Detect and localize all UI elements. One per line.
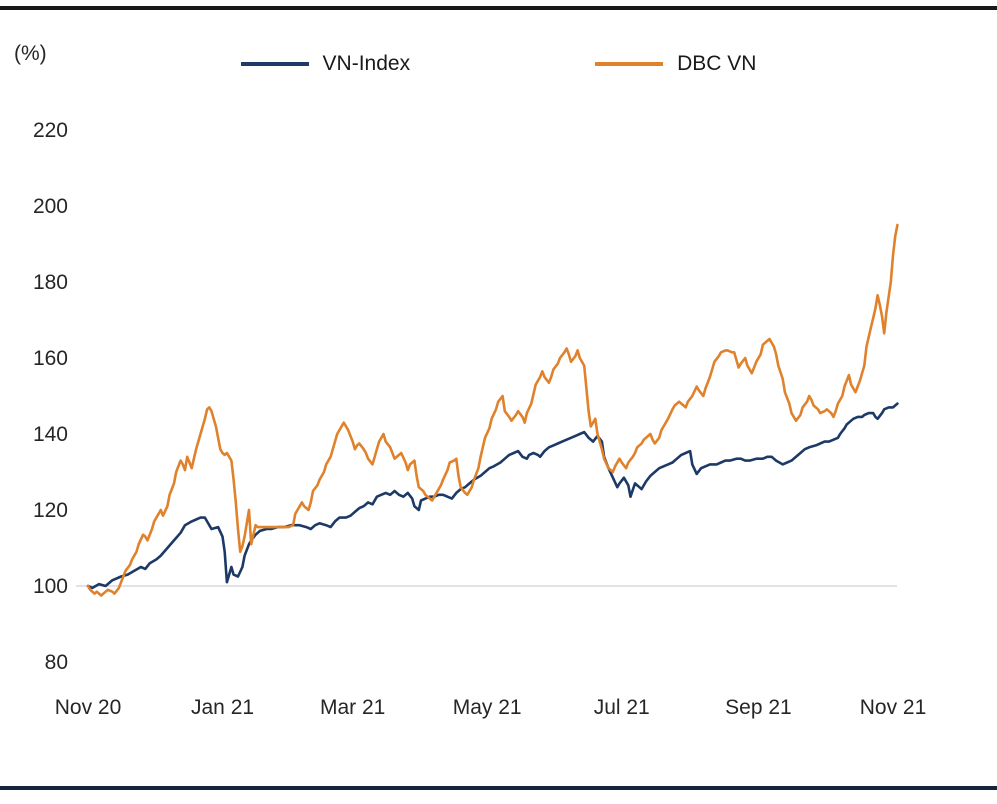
- x-tick-label: May 21: [453, 696, 522, 719]
- y-tick-label: 120: [33, 499, 68, 522]
- y-axis-unit-label: (%): [14, 42, 47, 65]
- legend-label-vn-index: VN-Index: [322, 52, 411, 75]
- x-tick-label: Jan 21: [191, 696, 254, 719]
- x-tick-label: Nov 21: [860, 696, 927, 719]
- x-axis-tick-labels: Nov 20 Jan 21 Mar 21 May 21 Jul 21 Sep 21 Nov …: [55, 696, 927, 719]
- figure-top-border: [0, 6, 997, 10]
- figure-bottom-border: [0, 786, 997, 790]
- dbc-vn-line-swatch: [595, 62, 664, 66]
- y-tick-label: 80: [45, 651, 68, 674]
- series-line-vn-index: [86, 402, 899, 590]
- y-tick-label: 200: [33, 195, 68, 218]
- y-tick-label: 180: [33, 271, 68, 294]
- y-tick-label: 140: [33, 423, 68, 446]
- legend-label-dbc-vn: DBC VN: [677, 52, 757, 75]
- y-axis-tick-labels: 80 100 120 140 160 180 200 220: [33, 119, 68, 674]
- x-tick-label: Nov 20: [55, 696, 122, 719]
- chart-legend: VN-Index DBC VN: [0, 52, 997, 76]
- x-tick-label: Jul 21: [594, 696, 650, 719]
- y-tick-label: 100: [33, 575, 68, 598]
- legend-item-vn-index: VN-Index: [240, 52, 411, 76]
- series-line-dbc-vn: [86, 223, 899, 597]
- y-tick-label: 160: [33, 347, 68, 370]
- x-tick-label: Mar 21: [320, 696, 385, 719]
- legend-item-dbc-vn: DBC VN: [595, 52, 756, 76]
- x-tick-label: Sep 21: [725, 696, 792, 719]
- vn-index-line-swatch: [240, 62, 309, 66]
- y-tick-label: 220: [33, 119, 68, 142]
